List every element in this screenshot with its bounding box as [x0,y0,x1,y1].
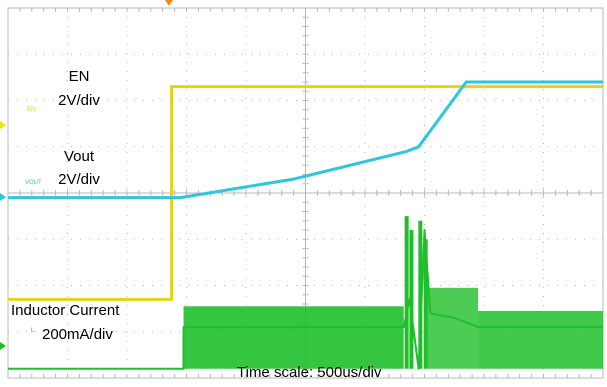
en-channel-label: EN [68,68,90,85]
inductor-current-switching-band [183,306,404,369]
inductor-current-spike [423,239,428,369]
inductor-current-spike [409,230,414,369]
il-ground-marker [0,342,6,350]
il-channel-label: Inductor Current [11,302,120,319]
vout-ground-marker [0,193,6,201]
vout-scale-label: 2V/div [58,171,100,188]
en-ground-marker [0,121,6,129]
il-channel-marker: L [31,328,35,334]
en-scale-label: 2V/div [58,92,100,109]
il-scale-label: 200mA/div [42,326,113,343]
vout-channel-label: Vout [63,148,95,165]
inductor-current-steady-band [478,310,603,369]
en-trace [8,85,603,301]
inductor-current-spike [404,216,409,369]
trigger-position-marker [165,0,173,6]
en-channel-marker: EN [27,107,36,113]
time-scale-label: Time scale: 500us/div [237,364,382,381]
inductor-current-spike [418,220,423,369]
vout-channel-marker: VOUT [25,180,42,186]
inductor-current-transition-band [427,287,479,369]
vout-trace [8,80,603,200]
